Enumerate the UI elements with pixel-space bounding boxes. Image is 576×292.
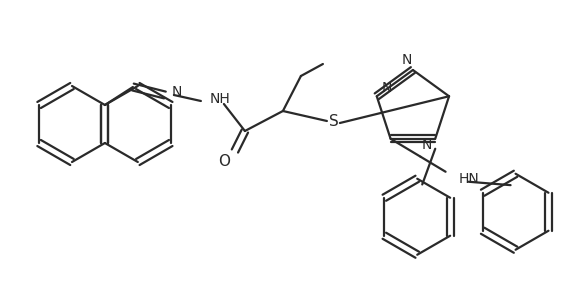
Text: HN: HN — [458, 172, 479, 186]
Text: N: N — [422, 138, 433, 152]
Text: O: O — [218, 154, 230, 169]
Text: N: N — [172, 85, 182, 99]
Text: N: N — [381, 81, 392, 95]
Text: N: N — [401, 53, 412, 67]
Text: NH: NH — [210, 92, 230, 106]
Text: S: S — [329, 114, 339, 128]
